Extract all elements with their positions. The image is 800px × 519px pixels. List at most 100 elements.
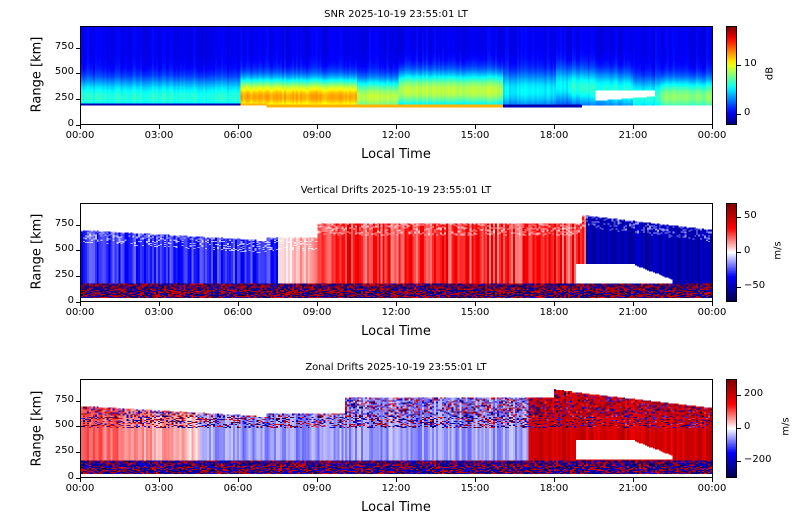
vertical-drifts-xtick-mark: [317, 302, 318, 306]
zonal-drifts-ytick-label: 0: [67, 471, 74, 482]
snr-xtick-label: 00:00: [65, 130, 95, 141]
zonal-drifts-xtick-mark: [712, 478, 713, 482]
zonal-drifts-colorbar-tick-mark: [737, 428, 741, 429]
zonal-drifts-title: Zonal Drifts 2025-10-19 23:55:01 LT: [305, 362, 487, 373]
zonal-drifts-ytick-label: 750: [54, 394, 74, 405]
zonal-drifts-ylabel: Range [km]: [29, 390, 45, 467]
vertical-drifts-ytick-label: 0: [67, 295, 74, 306]
zonal-drifts-xtick-label: 18:00: [539, 483, 569, 494]
snr-colorbar-tick-mark: [737, 65, 741, 66]
snr-colorbar-tick-label: 0: [744, 107, 751, 118]
vertical-drifts-ytick-label: 250: [54, 269, 74, 280]
snr-ytick-label: 250: [54, 92, 74, 103]
snr-xtick-label: 21:00: [618, 130, 648, 141]
vertical-drifts-xtick-mark: [80, 302, 81, 306]
snr-xtick-label: 03:00: [144, 130, 174, 141]
vertical-drifts-xtick-label: 06:00: [223, 307, 253, 318]
vertical-drifts-xtick-label: 21:00: [618, 307, 648, 318]
zonal-drifts-heatmap-canvas: [81, 380, 712, 477]
snr-ytick-label: 750: [54, 41, 74, 52]
snr-xlabel: Local Time: [361, 147, 431, 162]
vertical-drifts-xtick-label: 00:00: [65, 307, 95, 318]
snr-colorbar-tick-label: 10: [744, 58, 757, 69]
zonal-drifts-ytick-mark: [76, 478, 80, 479]
snr-ytick-mark: [76, 73, 80, 74]
zonal-drifts-colorbar: [726, 379, 737, 478]
snr-ylabel: Range [km]: [29, 36, 45, 113]
zonal-drifts-ytick-label: 250: [54, 445, 74, 456]
snr-xtick-label: 12:00: [381, 130, 411, 141]
vertical-drifts-ytick-mark: [76, 302, 80, 303]
zonal-drifts-colorbar-tick-label: 200: [744, 388, 764, 399]
snr-ytick-label: 0: [67, 118, 74, 129]
zonal-drifts-xtick-mark: [317, 478, 318, 482]
vertical-drifts-xtick-mark: [554, 302, 555, 306]
zonal-drifts-xlabel: Local Time: [361, 500, 431, 515]
vertical-drifts-xtick-label: 18:00: [539, 307, 569, 318]
vertical-drifts-colorbar-label: m/s: [772, 241, 784, 260]
vertical-drifts-xtick-label: 00:00: [697, 307, 727, 318]
vertical-drifts-ytick-mark: [76, 276, 80, 277]
vertical-drifts-ytick-label: 750: [54, 218, 74, 229]
snr-xtick-mark: [475, 125, 476, 129]
zonal-drifts-colorbar-tick-mark: [737, 395, 741, 396]
zonal-drifts-ytick-label: 500: [54, 419, 74, 430]
snr-ytick-mark: [76, 125, 80, 126]
vertical-drifts-colorbar: [726, 203, 737, 302]
snr-colorbar-tick-mark: [737, 114, 741, 115]
vertical-drifts-xtick-label: 12:00: [381, 307, 411, 318]
vertical-drifts-xtick-mark: [475, 302, 476, 306]
vertical-drifts-colorbar-tick-mark: [737, 287, 741, 288]
snr-xtick-mark: [159, 125, 160, 129]
vertical-drifts-heatmap-canvas: [81, 204, 712, 301]
vertical-drifts-xtick-mark: [396, 302, 397, 306]
zonal-drifts-xtick-label: 00:00: [697, 483, 727, 494]
vertical-drifts-xtick-label: 09:00: [302, 307, 332, 318]
snr-xtick-mark: [396, 125, 397, 129]
zonal-drifts-xtick-mark: [396, 478, 397, 482]
snr-ytick-mark: [76, 99, 80, 100]
snr-xtick-label: 00:00: [697, 130, 727, 141]
snr-ytick-label: 500: [54, 66, 74, 77]
vertical-drifts-xtick-mark: [238, 302, 239, 306]
snr-title: SNR 2025-10-19 23:55:01 LT: [324, 9, 468, 20]
zonal-drifts-colorbar-tick-mark: [737, 461, 741, 462]
snr-xtick-label: 09:00: [302, 130, 332, 141]
snr-heatmap-canvas: [81, 27, 712, 124]
snr-xtick-mark: [238, 125, 239, 129]
zonal-drifts-ytick-mark: [76, 426, 80, 427]
snr-xtick-label: 06:00: [223, 130, 253, 141]
zonal-drifts-xtick-label: 09:00: [302, 483, 332, 494]
snr-colorbar: [726, 26, 737, 125]
snr-xtick-mark: [317, 125, 318, 129]
vertical-drifts-heatmap: [80, 203, 713, 302]
vertical-drifts-ytick-mark: [76, 250, 80, 251]
zonal-drifts-heatmap: [80, 379, 713, 478]
vertical-drifts-colorbar-tick-label: −50: [744, 280, 766, 291]
vertical-drifts-xlabel: Local Time: [361, 324, 431, 339]
zonal-drifts-xtick-mark: [159, 478, 160, 482]
snr-ytick-mark: [76, 48, 80, 49]
vertical-drifts-ytick-mark: [76, 225, 80, 226]
zonal-drifts-ytick-mark: [76, 452, 80, 453]
snr-xtick-label: 18:00: [539, 130, 569, 141]
snr-heatmap: [80, 26, 713, 125]
zonal-drifts-xtick-mark: [475, 478, 476, 482]
zonal-drifts-xtick-mark: [633, 478, 634, 482]
vertical-drifts-ytick-label: 500: [54, 243, 74, 254]
vertical-drifts-xtick-mark: [159, 302, 160, 306]
vertical-drifts-colorbar-tick-label: 50: [744, 210, 757, 221]
vertical-drifts-xtick-label: 03:00: [144, 307, 174, 318]
vertical-drifts-xtick-mark: [633, 302, 634, 306]
vertical-drifts-xtick-mark: [712, 302, 713, 306]
zonal-drifts-xtick-label: 15:00: [460, 483, 490, 494]
snr-xtick-mark: [633, 125, 634, 129]
vertical-drifts-colorbar-tick-label: 0: [744, 245, 751, 256]
vertical-drifts-colorbar-tick-mark: [737, 217, 741, 218]
vertical-drifts-title: Vertical Drifts 2025-10-19 23:55:01 LT: [300, 185, 492, 196]
vertical-drifts-colorbar-tick-mark: [737, 252, 741, 253]
zonal-drifts-xtick-label: 06:00: [223, 483, 253, 494]
zonal-drifts-colorbar-label: m/s: [780, 417, 792, 436]
zonal-drifts-ytick-mark: [76, 401, 80, 402]
vertical-drifts-xtick-label: 15:00: [460, 307, 490, 318]
